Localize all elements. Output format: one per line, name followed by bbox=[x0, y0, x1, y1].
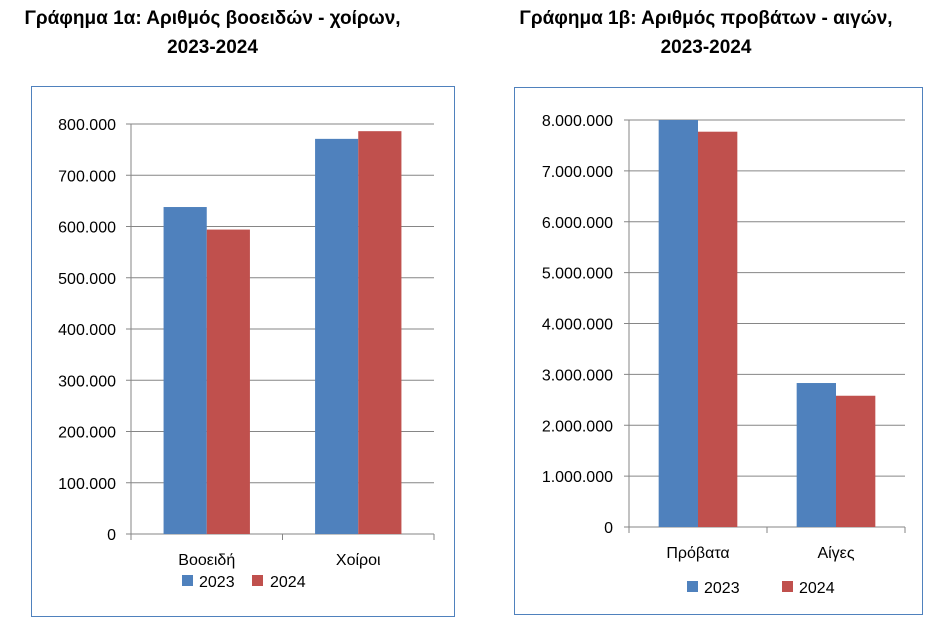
y-tick-label: 4.000.000 bbox=[542, 317, 613, 334]
legend-swatch-2023 bbox=[182, 575, 193, 586]
legend-label-2023: 2023 bbox=[199, 574, 235, 591]
x-category-label: Πρόβατα bbox=[666, 545, 729, 562]
y-tick-label: 3.000.000 bbox=[542, 367, 613, 384]
chart-2-title: Γράφημα 1β: Αριθμός προβάτων - αιγών, 20… bbox=[519, 8, 893, 58]
y-tick-label: 100.000 bbox=[58, 476, 116, 493]
y-tick-label: 0 bbox=[107, 527, 116, 544]
y-tick-label: 300.000 bbox=[58, 373, 116, 390]
legend-label-2024: 2024 bbox=[799, 580, 835, 597]
x-category-label: Χοίροι bbox=[336, 552, 381, 569]
y-tick-label: 5.000.000 bbox=[542, 266, 613, 283]
x-category-label: Αίγες bbox=[817, 545, 854, 562]
bar-2024 bbox=[206, 229, 250, 534]
legend-swatch-2024 bbox=[252, 575, 263, 586]
legend-label-2024: 2024 bbox=[270, 574, 306, 591]
y-tick-label: 6.000.000 bbox=[542, 215, 613, 232]
bar-2024 bbox=[358, 131, 402, 535]
bar-2023 bbox=[796, 383, 836, 527]
y-tick-label: 8.000.000 bbox=[542, 113, 613, 130]
y-tick-label: 600.000 bbox=[58, 220, 116, 237]
y-tick-label: 7.000.000 bbox=[542, 164, 613, 181]
y-tick-label: 700.000 bbox=[58, 168, 116, 185]
legend-label-2023: 2023 bbox=[704, 580, 740, 597]
y-tick-label: 0 bbox=[604, 520, 613, 537]
y-tick-label: 200.000 bbox=[58, 425, 116, 442]
chart-1-title: Γράφημα 1α: Αριθμός βοοειδών - χοίρων, 2… bbox=[24, 8, 401, 58]
bar-2023 bbox=[163, 207, 207, 534]
bar-2024 bbox=[698, 131, 738, 528]
x-category-label: Βοοειδή bbox=[178, 552, 235, 569]
y-tick-label: 500.000 bbox=[58, 271, 116, 288]
bar-2023 bbox=[658, 120, 698, 527]
y-tick-label: 400.000 bbox=[58, 322, 116, 339]
bar-2024 bbox=[836, 395, 876, 527]
bar-2023 bbox=[315, 138, 359, 535]
legend-swatch-2024 bbox=[782, 581, 793, 592]
legend-swatch-2023 bbox=[687, 581, 698, 592]
y-tick-label: 1.000.000 bbox=[542, 469, 613, 486]
y-tick-label: 2.000.000 bbox=[542, 418, 613, 435]
y-tick-label: 800.000 bbox=[58, 117, 116, 134]
